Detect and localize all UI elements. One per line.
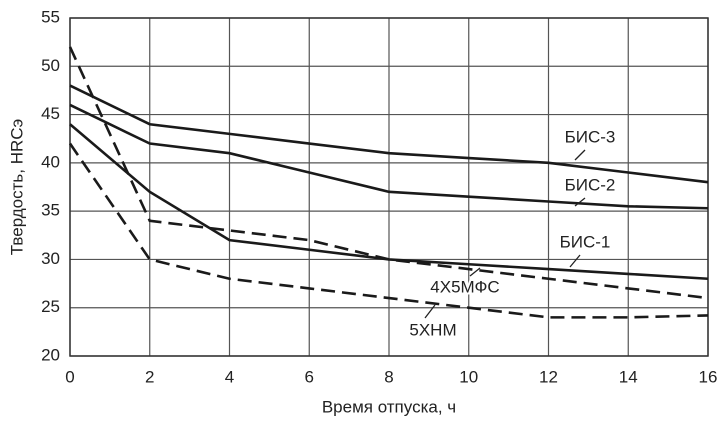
series-label: 4Х5МФС bbox=[430, 277, 499, 296]
label-leader bbox=[574, 149, 586, 161]
y-tick-label: 55 bbox=[41, 7, 60, 26]
label-leader bbox=[574, 197, 586, 207]
x-tick-label: 12 bbox=[539, 367, 558, 386]
series-label: БИС-1 bbox=[560, 232, 611, 251]
y-tick-label: 45 bbox=[41, 104, 60, 123]
series-line bbox=[69, 84, 709, 184]
x-tick-label: 4 bbox=[225, 367, 234, 386]
x-tick-label: 0 bbox=[65, 367, 74, 386]
y-tick-label: 50 bbox=[41, 56, 60, 75]
series-label: БИС-3 bbox=[565, 127, 616, 146]
x-tick-label: 14 bbox=[619, 367, 638, 386]
x-tick-label: 2 bbox=[145, 367, 154, 386]
series-line bbox=[69, 103, 709, 210]
label-leader bbox=[424, 304, 436, 319]
label-leader bbox=[569, 254, 581, 268]
y-tick-label: 25 bbox=[41, 297, 60, 316]
y-tick-label: 20 bbox=[41, 345, 60, 364]
x-tick-label: 10 bbox=[459, 367, 478, 386]
plot-frame bbox=[69, 17, 709, 357]
x-axis-label: Время отпуска, ч bbox=[322, 397, 456, 416]
x-tick-label: 6 bbox=[305, 367, 314, 386]
y-axis-label: Твердость, HRCэ bbox=[7, 119, 26, 255]
series-label: 5ХНМ bbox=[409, 320, 456, 339]
series-label: БИС-2 bbox=[565, 175, 616, 194]
x-tick-label: 8 bbox=[384, 367, 393, 386]
y-tick-label: 40 bbox=[41, 152, 60, 171]
series-line bbox=[68, 142, 709, 319]
y-tick-label: 35 bbox=[41, 201, 60, 220]
label-leader bbox=[469, 267, 481, 277]
series-line bbox=[68, 46, 709, 300]
y-tick-label: 30 bbox=[41, 249, 60, 268]
x-tick-label: 16 bbox=[699, 367, 718, 386]
